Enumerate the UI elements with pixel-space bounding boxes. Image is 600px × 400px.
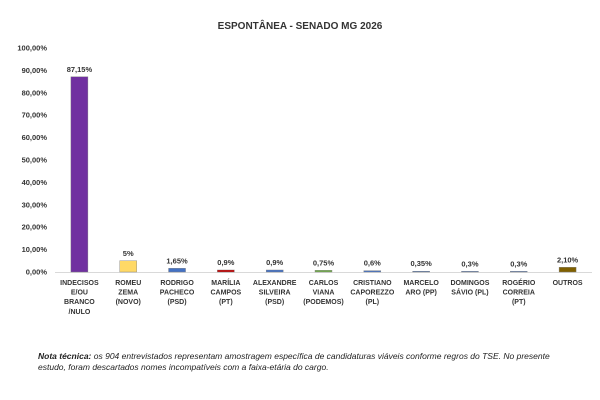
y-tick-label: 30,00% [22, 200, 48, 209]
x-tick-label: ARO (PP) [405, 290, 437, 297]
y-tick-label: 90,00% [22, 66, 48, 75]
x-tick-label: (PL) [366, 299, 380, 306]
data-label: 1,65% [166, 256, 188, 265]
note-text: os 904 entrevistados representam amostra… [38, 351, 550, 372]
x-tick-label: CARLOS [309, 280, 339, 287]
bar [412, 271, 430, 273]
bar [558, 267, 577, 273]
y-tick-label: 60,00% [22, 133, 48, 142]
x-tick-label: ROMEU [115, 280, 141, 287]
x-tick-label: (PSD) [265, 299, 284, 306]
data-label: 0,35% [410, 259, 432, 268]
bar [168, 268, 186, 273]
x-tick-label: CAMPOS [210, 290, 241, 297]
bar [119, 260, 137, 273]
data-label: 87,15% [67, 65, 93, 74]
y-tick-label: 40,00% [22, 178, 48, 187]
x-tick-label: INDECISOS [60, 280, 99, 287]
bar [70, 76, 89, 273]
y-tick-label: 10,00% [22, 245, 48, 254]
x-tick-label: MARÍLIA [211, 278, 240, 287]
x-tick-label: SILVEIRA [259, 290, 291, 297]
bar [510, 271, 528, 273]
x-tick-label: ALEXANDRE [253, 280, 297, 287]
x-tick-label: ROGÉRIO [502, 278, 536, 287]
y-tick-label: 70,00% [22, 111, 48, 120]
bar-chart: ESPONTÂNEA - SENADO MG 2026 0,00% 10,00% 20… [17, 19, 592, 316]
bar [461, 271, 479, 273]
x-tick-label: RODRIGO [160, 280, 194, 287]
x-tick-label: CRISTIANO [353, 280, 392, 287]
x-tick-label: CAPOREZZO [350, 290, 395, 297]
x-tick-label: E/OU [71, 290, 88, 297]
bar [314, 270, 333, 273]
y-tick-label: 80,00% [22, 88, 48, 97]
chart-title: ESPONTÂNEA - SENADO MG 2026 [218, 19, 383, 32]
x-tick-label: (PODEMOS) [303, 299, 343, 306]
x-tick-label: VIANA [313, 290, 335, 297]
x-tick-label: (PSD) [168, 299, 187, 306]
data-label: 0,9% [217, 258, 234, 267]
x-tick-label: (PT) [512, 299, 526, 306]
x-tick-label: (NOVO) [116, 299, 141, 306]
x-tick-label: ZEMA [118, 290, 138, 297]
chart-area: ESPONTÂNEA - SENADO MG 2026 0,00% 10,00% 20… [17, 19, 592, 316]
data-label: 2,10% [557, 255, 579, 264]
x-tick-label: CORREIA [503, 290, 535, 297]
x-tick-label: BRANCO [64, 299, 95, 306]
data-label: 0,75% [313, 258, 335, 267]
y-tick-label: 20,00% [22, 223, 48, 232]
bar [363, 270, 382, 273]
x-tick-label: (PT) [219, 299, 233, 306]
y-tick-label: 0,00% [26, 268, 48, 277]
x-tick-label: PACHECO [160, 290, 195, 297]
x-tick-label: /NULO [69, 309, 91, 316]
y-tick-label: 100,00% [17, 44, 47, 53]
y-tick-label: 50,00% [22, 156, 48, 165]
data-label: 0,9% [266, 258, 283, 267]
x-tick-label: OUTROS [553, 280, 583, 287]
x-tick-label: MARCELO [403, 280, 439, 287]
bar [217, 269, 235, 273]
x-tick-label: DOMINGOS [451, 280, 490, 287]
data-label: 0,3% [510, 259, 527, 268]
x-tick-label: SÁVIO (PL) [451, 288, 488, 297]
data-label: 5% [123, 249, 134, 258]
bar [265, 269, 284, 273]
data-label: 0,3% [461, 259, 478, 268]
data-label: 0,6% [364, 259, 381, 268]
technical-note: Nota técnica: os 904 entrevistados repre… [38, 351, 558, 373]
note-label: Nota técnica: [38, 351, 92, 361]
